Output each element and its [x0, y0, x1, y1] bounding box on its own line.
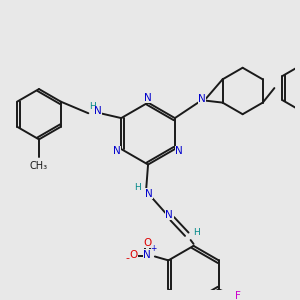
Text: H: H — [134, 183, 141, 192]
Text: H: H — [89, 102, 96, 111]
Text: N: N — [175, 146, 183, 157]
Text: H: H — [193, 228, 200, 237]
Text: F: F — [235, 291, 241, 300]
Text: N: N — [143, 250, 151, 260]
Text: N: N — [145, 189, 153, 199]
Text: N: N — [113, 146, 121, 157]
Text: N: N — [198, 94, 206, 104]
Text: -: - — [126, 254, 130, 263]
Text: CH₃: CH₃ — [30, 161, 48, 172]
Text: +: + — [150, 244, 156, 253]
Text: N: N — [166, 210, 173, 220]
Text: O: O — [129, 250, 138, 260]
Text: N: N — [94, 106, 102, 116]
Text: O: O — [143, 238, 151, 248]
Text: N: N — [144, 93, 152, 103]
